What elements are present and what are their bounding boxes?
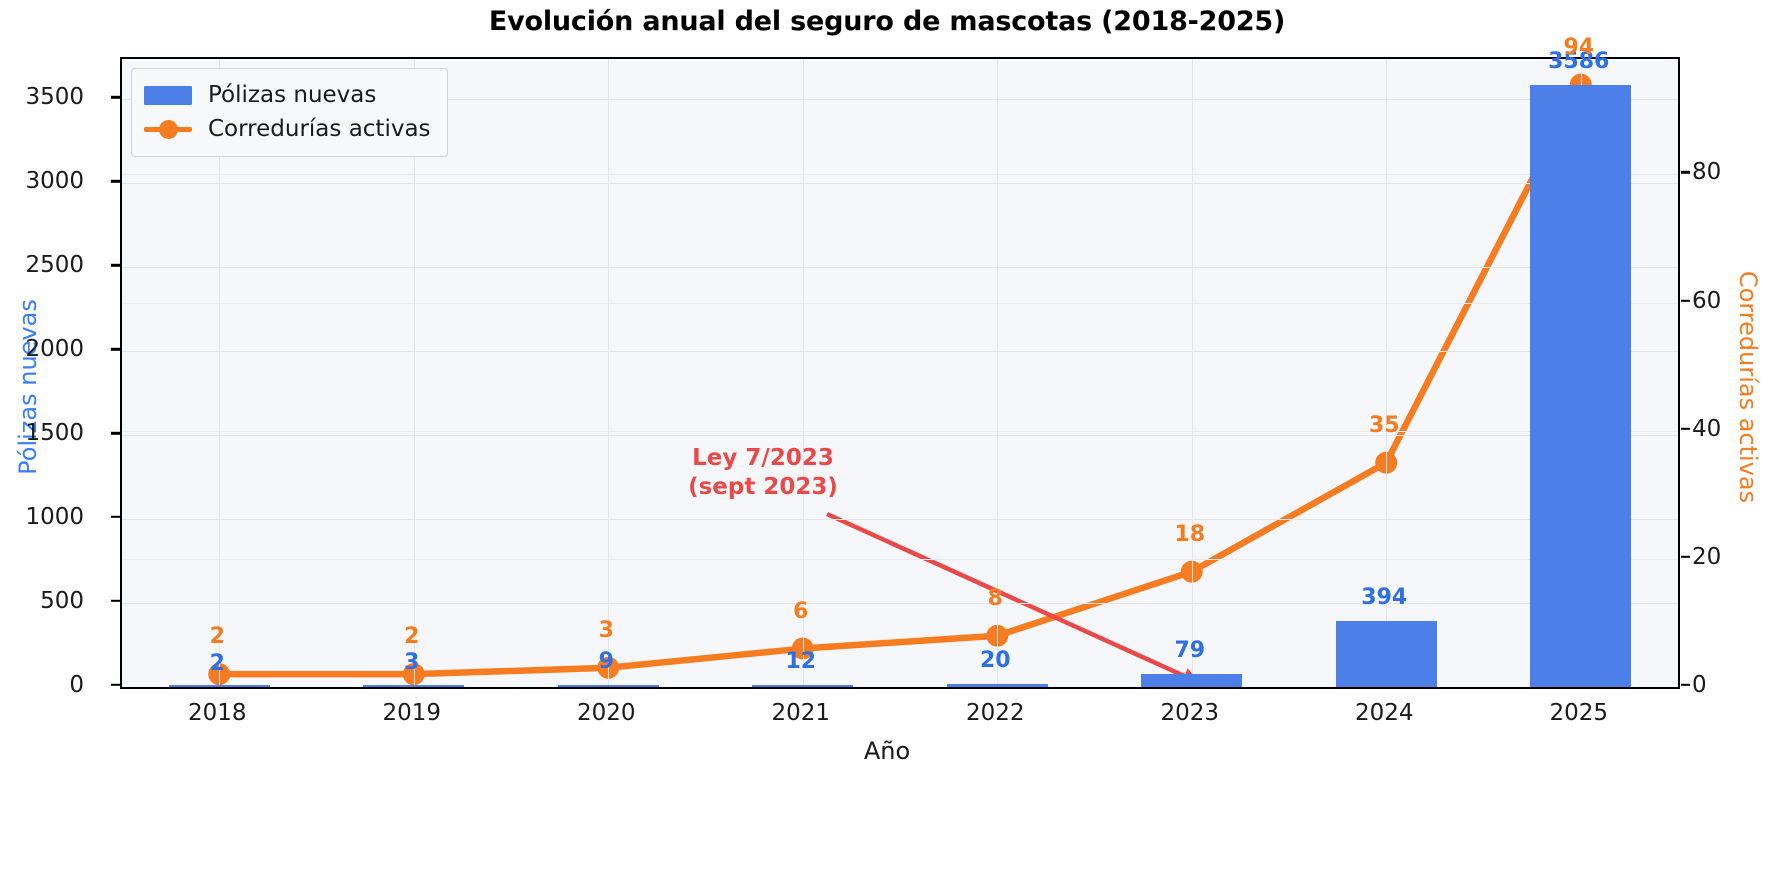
y-tick-label-right: 0 — [1692, 672, 1707, 698]
gridline-vertical — [802, 59, 804, 687]
y-tick-label-right: 80 — [1692, 159, 1722, 186]
annotation-line-1: Ley 7/2023 — [692, 445, 834, 471]
y-tick-label-right: 40 — [1692, 415, 1722, 442]
bar-2022[interactable] — [946, 683, 1048, 687]
bar-value-label-2021: 12 — [785, 648, 817, 674]
bar-2020[interactable] — [557, 685, 659, 687]
gridline-horizontal-right — [122, 558, 1678, 560]
x-tick-label: 2022 — [965, 700, 1025, 726]
x-tick-label: 2019 — [382, 700, 442, 726]
bar-value-label-2018: 2 — [209, 650, 225, 676]
legend-item-corredurias-activas[interactable]: Corredurías activas — [144, 112, 431, 146]
annotation-ley-7-2023: Ley 7/2023 (sept 2023) — [573, 444, 953, 502]
x-tick-label: 2025 — [1549, 700, 1609, 726]
gridline-horizontal-right — [122, 430, 1678, 432]
gridline-horizontal — [122, 603, 1678, 605]
gridline-vertical — [413, 59, 415, 687]
gridline-vertical — [1386, 59, 1388, 687]
y-tick-mark-left — [111, 264, 120, 267]
gridline-horizontal-right — [122, 302, 1678, 304]
y-tick-label-right: 60 — [1692, 287, 1722, 314]
x-tick-label: 2018 — [187, 700, 247, 726]
legend-item-polizas-nuevas[interactable]: Pólizas nuevas — [144, 78, 431, 112]
point-value-label-2025: 94 — [1563, 34, 1595, 60]
bar-value-label-2019: 3 — [404, 650, 420, 676]
bar-value-label-2020: 9 — [598, 649, 614, 675]
x-tick-label: 2024 — [1354, 700, 1414, 726]
legend-label-polizas-nuevas: Pólizas nuevas — [208, 82, 377, 108]
y-tick-mark-right — [1681, 427, 1690, 430]
x-tick-label: 2020 — [576, 700, 636, 726]
gridline-vertical — [997, 59, 999, 687]
y-tick-mark-left — [111, 96, 120, 99]
point-value-label-2022: 8 — [987, 585, 1003, 611]
gridline-horizontal — [122, 435, 1678, 437]
gridline-horizontal — [122, 183, 1678, 185]
y-tick-mark-right — [1681, 299, 1690, 302]
legend-label-corredurias-activas: Corredurías activas — [208, 116, 431, 142]
y-tick-mark-left — [111, 599, 120, 603]
gridline-vertical — [219, 59, 221, 687]
y-tick-mark-right — [1681, 555, 1690, 559]
y-tick-label-left: 1000 — [25, 504, 84, 531]
point-value-label-2018: 2 — [209, 624, 225, 650]
bar-swatch-icon — [144, 85, 192, 105]
point-value-label-2021: 6 — [793, 598, 809, 624]
annotation-arrow-line — [826, 511, 1201, 686]
gridline-vertical — [608, 59, 610, 687]
gridline-vertical — [1191, 59, 1193, 687]
gridline-horizontal-right — [122, 174, 1678, 176]
x-axis-label: Año — [863, 737, 911, 765]
plot-inner — [122, 59, 1678, 687]
y-tick-mark-left — [111, 431, 120, 435]
plot-area — [120, 57, 1680, 689]
x-tick-label: 2021 — [771, 700, 831, 726]
y-tick-label-left: 0 — [69, 672, 84, 698]
bar-2019[interactable] — [363, 685, 465, 687]
bar-2024[interactable] — [1335, 620, 1437, 687]
y-tick-label-left: 3000 — [25, 168, 84, 195]
point-value-label-2023: 18 — [1174, 521, 1206, 547]
chart-title: Evolución anual del seguro de mascotas (… — [488, 6, 1286, 37]
y-tick-mark-left — [111, 515, 120, 519]
bar-2021[interactable] — [752, 684, 854, 687]
bar-2018[interactable] — [168, 685, 270, 687]
y-tick-label-left: 500 — [40, 588, 84, 615]
point-value-label-2019: 2 — [404, 624, 420, 650]
y-axis-label-left: Pólizas nuevas — [14, 299, 42, 475]
y-tick-mark-left — [111, 347, 120, 351]
y-tick-mark-left — [111, 683, 120, 687]
y-tick-label-left: 3500 — [25, 84, 84, 111]
annotation-line-2: (sept 2023) — [688, 473, 838, 500]
chart-legend: Pólizas nuevas Corredurías activas — [131, 68, 448, 157]
bar-2025[interactable] — [1530, 84, 1632, 687]
y-tick-label-left: 1500 — [25, 420, 84, 447]
gridline-horizontal — [122, 351, 1678, 353]
y-tick-mark-right — [1681, 683, 1690, 687]
x-tick-label: 2023 — [1160, 700, 1220, 726]
bar-value-label-2024: 394 — [1361, 584, 1408, 610]
gridline-horizontal — [122, 519, 1678, 521]
point-value-label-2020: 3 — [598, 617, 614, 643]
bar-value-label-2022: 20 — [979, 647, 1011, 673]
bar-value-label-2025: 3586 — [1548, 48, 1610, 74]
gridline-horizontal — [122, 99, 1678, 101]
bar-2023[interactable] — [1141, 673, 1243, 687]
y-tick-mark-left — [111, 180, 120, 183]
y-tick-label-left: 2500 — [25, 252, 84, 279]
line-marker-swatch-icon — [144, 119, 192, 139]
line-corredurias-activas — [216, 81, 1584, 678]
y-tick-mark-right — [1681, 171, 1690, 174]
bar-value-label-2023: 79 — [1174, 637, 1206, 663]
y-tick-label-left: 2000 — [25, 336, 84, 363]
point-value-label-2024: 35 — [1368, 412, 1400, 438]
gridline-horizontal — [122, 267, 1678, 269]
y-tick-label-right: 20 — [1692, 543, 1722, 570]
